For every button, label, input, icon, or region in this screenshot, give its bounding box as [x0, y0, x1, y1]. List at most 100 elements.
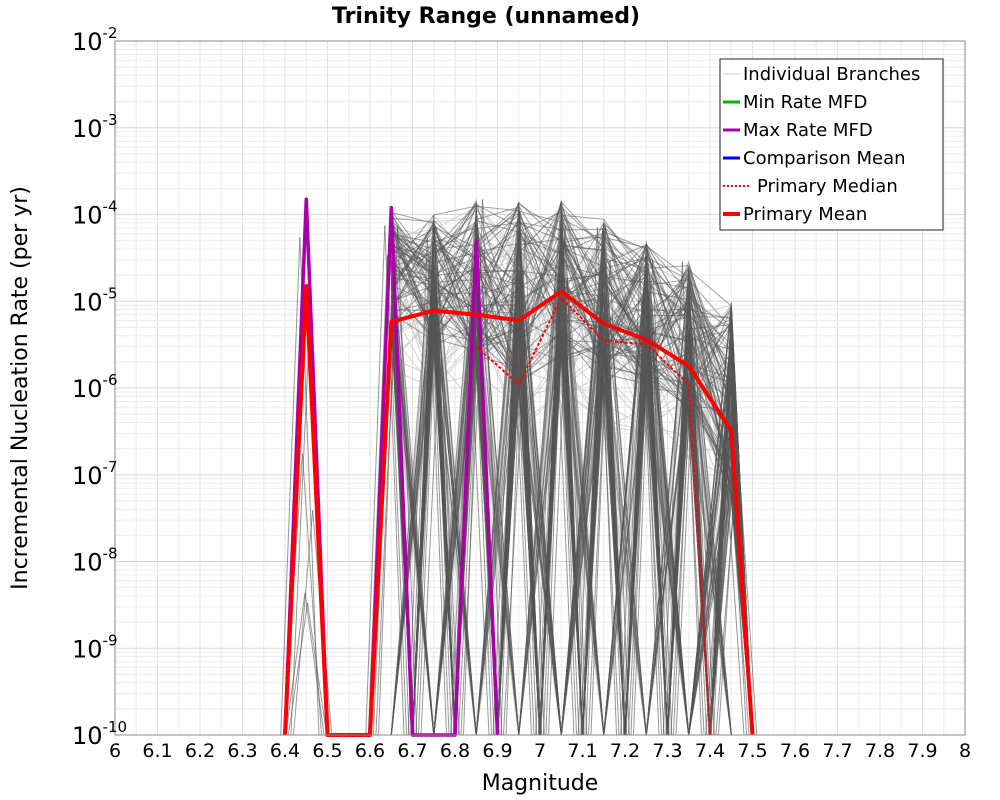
branch-spike [675, 336, 696, 736]
x-tick-label: 6.5 [312, 740, 342, 762]
branch-spike [429, 256, 450, 736]
branch-spike [707, 386, 728, 736]
x-tick-label: 7.9 [907, 740, 937, 762]
x-tick-label: 6.6 [355, 740, 385, 762]
branch-spike [452, 261, 473, 736]
branch-spike [407, 237, 428, 736]
x-tick-label: 6.2 [185, 740, 215, 762]
branch-spike [540, 321, 561, 736]
branch-spike [567, 278, 588, 736]
x-tick-label: 6.4 [270, 740, 300, 762]
x-tick-label: 7.2 [610, 740, 640, 762]
branch-spike [290, 314, 311, 736]
legend: Individual Branches Min Rate MFD Max Rate … [719, 58, 944, 231]
branch-spike [548, 278, 569, 736]
x-tick-label: 6.8 [440, 740, 470, 762]
branch-spike [514, 311, 535, 736]
branch-spike [492, 296, 513, 736]
branch-spike [410, 256, 431, 736]
branch-spike [535, 287, 556, 736]
branch-spike [712, 343, 734, 736]
branch-spike [365, 225, 386, 736]
branch-spike [307, 602, 328, 736]
branch-spike [639, 268, 660, 736]
branch-spike [497, 276, 518, 736]
x-tick-label: 6.3 [227, 740, 257, 762]
y-tick-label: 10-2 [72, 24, 118, 56]
branch-spike [482, 199, 503, 736]
branch-spike [692, 333, 713, 736]
y-tick-label: 10-6 [72, 371, 118, 403]
x-tick-label: 6 [109, 740, 121, 762]
branch-spike [537, 277, 558, 736]
legend-label: Min Rate MFD [743, 92, 867, 113]
branch-spike [620, 268, 641, 736]
branch-spike [667, 324, 688, 736]
branch-spike [415, 306, 436, 736]
branch-spike [622, 299, 643, 736]
branch-spike [737, 443, 758, 736]
branch-spike [630, 281, 651, 736]
branch-spike [542, 273, 564, 736]
branch-spike [582, 228, 603, 736]
x-tick-label: 7.5 [737, 740, 767, 762]
branch-spike [304, 592, 325, 736]
branch-spike [420, 332, 441, 736]
branch-spike [471, 261, 493, 736]
branch-line [391, 277, 753, 736]
legend-label: Primary Median [757, 176, 898, 197]
branch-spike [285, 592, 306, 736]
branch-spike [474, 266, 495, 736]
y-tick-label: 10-4 [72, 198, 118, 230]
branch-spike [599, 324, 620, 736]
y-tick-label: 10-9 [72, 631, 118, 663]
x-tick-labels: 6 6.1 6.2 6.3 6.4 6.5 6.6 6.7 6.8 6.9 7 7.1 7.2 7.3 7.… [109, 740, 971, 762]
branch-spike [710, 479, 731, 736]
x-axis-label: Magnitude [482, 771, 599, 796]
series-primary-median [475, 296, 711, 736]
branch-spike [417, 265, 439, 736]
legend-label: Primary Mean [743, 204, 867, 225]
branch-spike [412, 258, 433, 736]
y-tick-label: 10-3 [72, 111, 118, 143]
branch-spike [293, 510, 314, 736]
y-tick-label: 10-5 [72, 284, 118, 316]
y-tick-label: 10-10 [72, 718, 127, 750]
branch-spike [389, 244, 410, 736]
branch-spike [662, 261, 683, 736]
branch-spike [729, 479, 750, 736]
y-tick-labels: 10-10 10-9 10-8 10-7 10-6 10-5 10-4 10-3 10-2 [72, 24, 127, 750]
branch-spike [511, 296, 532, 736]
branch-spike [694, 336, 715, 736]
branch-spike [652, 260, 673, 736]
branch-spike [562, 273, 583, 736]
branch-spike [625, 378, 646, 736]
branch-line [391, 223, 753, 736]
branch-spike [545, 224, 566, 736]
branch-spike [495, 311, 516, 736]
x-tick-label: 6.7 [397, 740, 427, 762]
legend-box [719, 58, 944, 231]
x-tick-label: 8 [959, 740, 971, 762]
x-tick-label: 6.9 [482, 740, 512, 762]
chart-title: Trinity Range (unnamed) [332, 4, 640, 29]
legend-label: Comparison Mean [743, 148, 906, 169]
branch-spike [609, 260, 630, 736]
branch-spike [590, 260, 611, 736]
plot-frame [114, 40, 966, 736]
branch-line-light [391, 218, 732, 511]
y-axis-label: Incremental Nucleation Rate (per yr) [8, 186, 33, 590]
x-tick-label: 7.8 [865, 740, 895, 762]
x-tick-label: 7.1 [567, 740, 597, 762]
branch-spike [500, 211, 521, 736]
x-tick-label: 7 [534, 740, 546, 762]
y-tick-label: 10-8 [72, 545, 118, 577]
branch-spike [684, 345, 705, 736]
branch-spike [601, 228, 623, 736]
branch-spike [280, 237, 301, 736]
branch-spike [301, 453, 323, 736]
branch-spike [577, 227, 598, 736]
y-tick-label: 10-7 [72, 458, 118, 490]
branch-spike [585, 225, 606, 736]
